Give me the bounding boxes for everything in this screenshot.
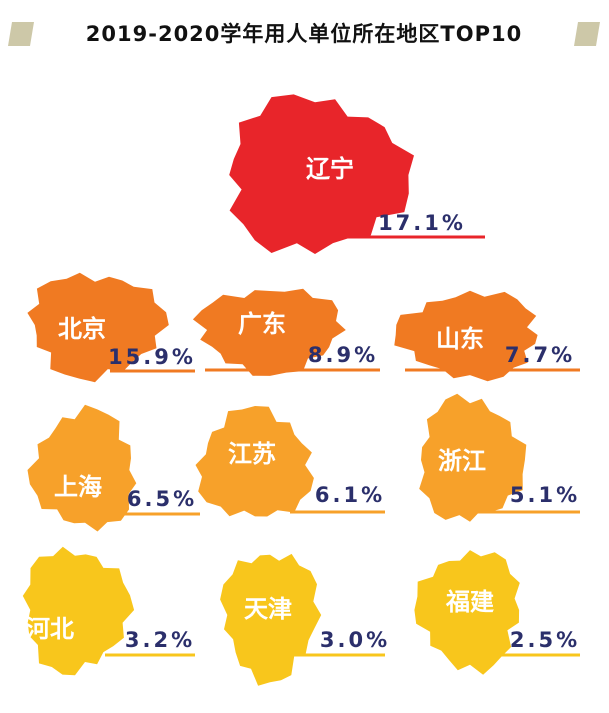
region-shape xyxy=(229,94,414,255)
title-decoration xyxy=(8,22,34,46)
region-shape xyxy=(220,553,322,686)
region-shape xyxy=(195,406,314,517)
chart-title: 2019-2020学年用人单位所在地区TOP10 xyxy=(86,22,522,46)
region-shape xyxy=(414,550,520,675)
region-shape xyxy=(419,393,527,522)
region-label: 广东 xyxy=(238,310,286,338)
value-label: 6.5% xyxy=(127,487,197,511)
value-label: 17.1% xyxy=(378,211,466,235)
value-label: 3.2% xyxy=(125,628,195,652)
value-label: 2.5% xyxy=(510,628,580,652)
value-label: 7.7% xyxy=(505,343,575,367)
value-label: 5.1% xyxy=(510,483,580,507)
region-label: 江苏 xyxy=(228,440,276,468)
region-label: 河北 xyxy=(26,615,74,643)
region-label: 北京 xyxy=(58,315,106,343)
region-shape xyxy=(22,546,135,676)
value-label: 8.9% xyxy=(308,343,378,367)
value-label: 6.1% xyxy=(315,483,385,507)
value-label: 15.9% xyxy=(108,345,196,369)
region-shape xyxy=(27,404,137,532)
title-decoration xyxy=(574,22,600,46)
region-label: 山东 xyxy=(436,325,484,353)
region-label: 浙江 xyxy=(438,447,486,475)
region-shape xyxy=(394,290,538,382)
region-label: 天津 xyxy=(244,595,292,623)
region-label: 辽宁 xyxy=(306,155,354,183)
region-label: 上海 xyxy=(54,473,102,501)
region-shape xyxy=(192,288,346,376)
region-shape xyxy=(27,272,169,383)
region-label: 福建 xyxy=(445,588,494,616)
value-label: 3.0% xyxy=(320,628,390,652)
